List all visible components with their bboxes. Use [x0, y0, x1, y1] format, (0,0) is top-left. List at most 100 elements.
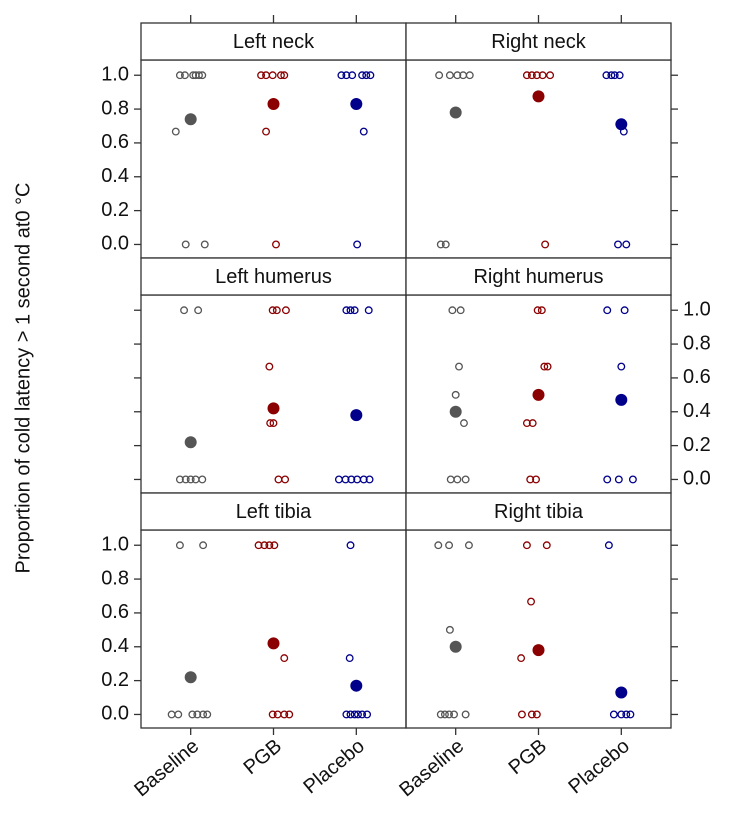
point: [274, 475, 283, 484]
point: [358, 71, 367, 80]
point: [517, 654, 526, 663]
point: [342, 710, 351, 719]
mean-point: [449, 640, 462, 653]
mean-point: [267, 637, 280, 650]
y-tick-label: 1.0: [101, 534, 129, 556]
point: [195, 71, 203, 80]
point: [522, 541, 531, 550]
mean-point: [184, 671, 197, 684]
mean-point: [532, 90, 545, 103]
point: [354, 710, 362, 719]
y-tick-label: 0.4: [101, 635, 129, 657]
point: [526, 475, 535, 484]
y-tick-label: 0.6: [101, 601, 129, 623]
y-axis-label: Proportion of cold latency > 1 second at…: [12, 182, 34, 573]
y-tick-label: 0.4: [101, 165, 129, 187]
point: [364, 306, 373, 315]
point: [266, 419, 275, 428]
point: [365, 475, 374, 484]
point: [281, 475, 290, 484]
point: [198, 475, 207, 484]
point: [522, 71, 531, 80]
strip: [140, 492, 407, 531]
point: [604, 541, 613, 550]
mean-point: [532, 388, 545, 401]
panel-title: Right neck: [491, 31, 586, 53]
mean-point: [350, 98, 363, 110]
point: [456, 306, 465, 315]
point: [440, 710, 449, 719]
point: [281, 306, 290, 315]
y-tick-label: 0.4: [683, 400, 711, 422]
point: [175, 71, 184, 80]
panel-title: Right tibia: [494, 501, 584, 523]
point: [269, 419, 278, 428]
point: [257, 71, 266, 80]
strip: [140, 22, 407, 61]
point: [280, 71, 289, 80]
point: [434, 541, 443, 550]
point: [445, 625, 454, 634]
mean-point: [184, 436, 197, 449]
x-tick-label: Baseline: [130, 735, 203, 801]
panel-title: Right humerus: [473, 266, 603, 288]
point: [362, 71, 371, 80]
x-tick-label: Baseline: [395, 735, 468, 801]
point: [614, 240, 622, 249]
point: [200, 240, 209, 249]
point: [542, 541, 551, 550]
point: [198, 71, 207, 80]
point: [280, 710, 289, 719]
point: [345, 654, 354, 663]
y-tick-label: 0.0: [683, 468, 711, 490]
point: [353, 240, 362, 249]
point: [609, 710, 618, 719]
point: [268, 306, 277, 315]
point: [181, 475, 190, 484]
point: [346, 541, 355, 550]
y-tick-label: 0.6: [683, 366, 711, 388]
point: [350, 306, 359, 315]
point: [602, 71, 611, 80]
point: [171, 127, 180, 136]
point: [268, 71, 277, 80]
y-tick-label: 0.8: [683, 332, 711, 354]
y-tick-label: 0.8: [101, 97, 129, 119]
panel-frame: [405, 529, 672, 729]
point: [188, 710, 197, 719]
point: [175, 475, 184, 484]
point: [193, 710, 202, 719]
point: [453, 475, 462, 484]
point: [167, 710, 176, 719]
panel-frame: [140, 294, 407, 494]
strip: [405, 492, 672, 531]
point: [445, 541, 454, 550]
y-tick-label: 0.6: [101, 131, 129, 153]
point: [265, 541, 274, 550]
point: [199, 710, 208, 719]
mean-point: [267, 402, 280, 415]
point: [180, 306, 189, 315]
y-tick-label: 0.0: [101, 703, 129, 725]
point: [272, 306, 281, 315]
mean-point: [267, 98, 280, 110]
point: [175, 541, 184, 550]
point: [359, 127, 368, 136]
panel-frame: [140, 529, 407, 729]
point: [334, 475, 343, 484]
point: [270, 541, 279, 550]
point: [527, 710, 536, 719]
strip: [405, 22, 672, 61]
point: [346, 306, 355, 315]
point: [532, 71, 541, 80]
point: [453, 71, 462, 80]
point: [174, 710, 183, 719]
point: [607, 71, 616, 80]
point: [358, 710, 367, 719]
point: [346, 710, 355, 719]
point: [614, 475, 623, 484]
point: [460, 419, 468, 428]
point: [342, 71, 351, 80]
point: [260, 541, 269, 550]
mean-point: [615, 393, 628, 406]
